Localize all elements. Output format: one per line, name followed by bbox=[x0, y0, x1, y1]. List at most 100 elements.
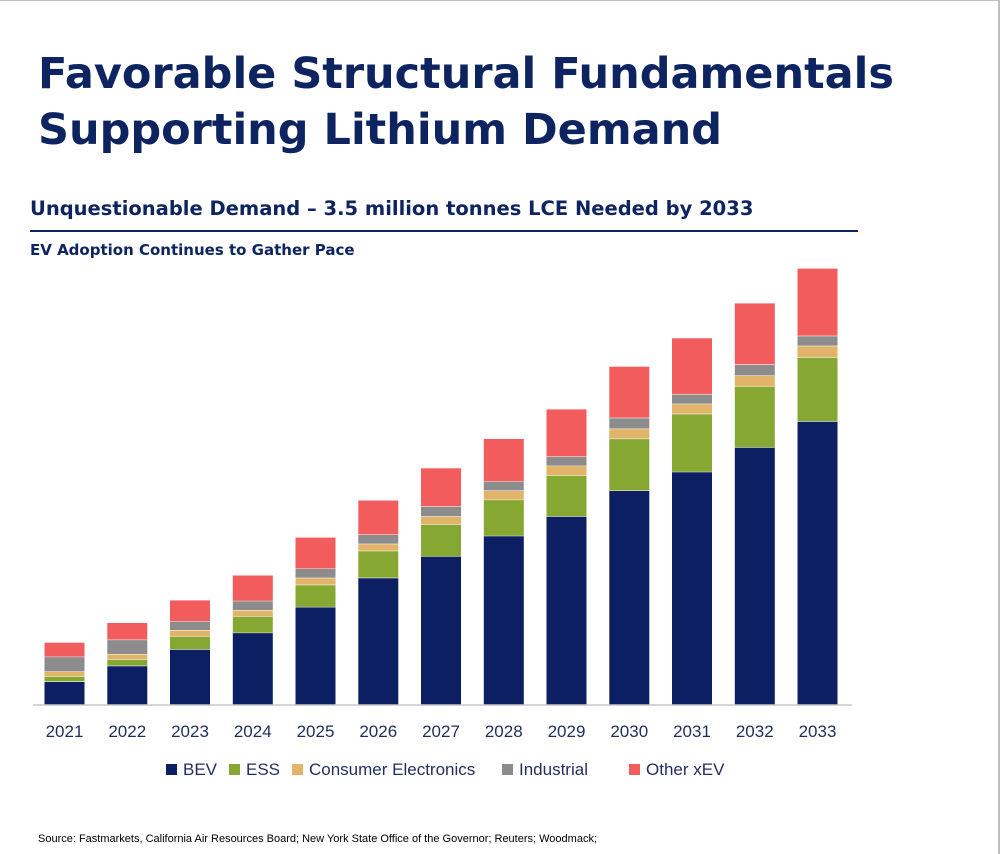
bar-2026-consumer-electronics bbox=[358, 543, 399, 551]
x-tick-label-2030: 2030 bbox=[610, 722, 648, 741]
bar-2023-other-xev bbox=[170, 600, 210, 622]
legend-label-other-xev: Other xEV bbox=[646, 760, 725, 779]
bar-2024-bev bbox=[232, 632, 273, 705]
bar-2026-industrial bbox=[358, 534, 399, 544]
subtitle-underline bbox=[30, 230, 858, 232]
legend-swatch-industrial bbox=[502, 764, 513, 775]
bar-2030-industrial bbox=[609, 417, 650, 429]
bar-2025-other-xev bbox=[295, 537, 336, 569]
bar-2033-bev bbox=[797, 421, 838, 705]
bar-2031-other-xev bbox=[672, 338, 712, 395]
x-tick-labels: 2021 2022 2023 2024 2025 2026 2027 2028 2029 2030… bbox=[46, 722, 837, 741]
bars-group bbox=[44, 268, 838, 705]
bar-2023-ess bbox=[170, 636, 210, 650]
bar-2029-bev bbox=[546, 516, 587, 705]
bar-2021-other-xev bbox=[44, 642, 85, 657]
x-tick-label-2027: 2027 bbox=[422, 722, 460, 741]
x-tick-label-2022: 2022 bbox=[108, 722, 146, 741]
chart-subheading: EV Adoption Continues to Gather Pace bbox=[30, 241, 355, 259]
legend: BEV ESS Consumer Electronics Industrial Othe… bbox=[166, 760, 725, 779]
legend-label-ess: ESS bbox=[246, 760, 280, 779]
bar-2025-ess bbox=[295, 584, 336, 607]
bar-2023-industrial bbox=[170, 621, 210, 630]
bar-2030-other-xev bbox=[609, 366, 650, 418]
legend-swatch-ess bbox=[229, 764, 240, 775]
bar-2027-consumer-electronics bbox=[421, 516, 461, 524]
x-tick-label-2028: 2028 bbox=[485, 722, 523, 741]
top-border bbox=[0, 0, 1000, 1]
bar-2022-industrial bbox=[107, 639, 148, 654]
bar-2032-bev bbox=[734, 447, 775, 705]
bar-2032-industrial bbox=[734, 364, 775, 376]
bar-2030-bev bbox=[609, 490, 650, 705]
legend-swatch-bev bbox=[166, 764, 177, 775]
legend-swatch-other-xev bbox=[629, 764, 640, 775]
bar-2024-ess bbox=[232, 616, 273, 633]
bar-2033-ess bbox=[797, 357, 838, 422]
bar-2027-bev bbox=[421, 556, 461, 705]
bar-2028-industrial bbox=[483, 481, 524, 491]
right-border bbox=[998, 0, 1000, 854]
bar-2028-consumer-electronics bbox=[483, 490, 524, 500]
bar-2028-ess bbox=[483, 499, 524, 536]
legend-label-consumer-electronics: Consumer Electronics bbox=[309, 760, 475, 779]
bar-2025-industrial bbox=[295, 568, 336, 578]
x-tick-label-2029: 2029 bbox=[548, 722, 586, 741]
bar-2021-bev bbox=[44, 681, 85, 705]
bar-2033-other-xev bbox=[797, 268, 838, 336]
bar-2030-consumer-electronics bbox=[609, 428, 650, 439]
x-tick-label-2021: 2021 bbox=[46, 722, 84, 741]
bar-2022-ess bbox=[107, 659, 148, 666]
bar-2026-bev bbox=[358, 577, 399, 705]
bar-2022-consumer-electronics bbox=[107, 654, 148, 660]
x-tick-label-2025: 2025 bbox=[297, 722, 335, 741]
x-tick-label-2031: 2031 bbox=[673, 722, 711, 741]
bar-2028-other-xev bbox=[483, 439, 524, 482]
bar-2022-bev bbox=[107, 665, 148, 705]
bar-2029-industrial bbox=[546, 456, 587, 466]
legend-swatch-consumer-electronics bbox=[292, 764, 303, 775]
bar-2032-other-xev bbox=[734, 303, 775, 365]
x-tick-label-2024: 2024 bbox=[234, 722, 272, 741]
bar-2029-consumer-electronics bbox=[546, 465, 587, 476]
bar-2025-consumer-electronics bbox=[295, 577, 336, 585]
bar-2032-ess bbox=[734, 386, 775, 448]
bar-2033-consumer-electronics bbox=[797, 345, 838, 357]
bar-2028-bev bbox=[483, 535, 524, 705]
source-note: Source: Fastmarkets, California Air Reso… bbox=[38, 833, 598, 845]
bar-2024-other-xev bbox=[232, 575, 273, 601]
bar-2031-ess bbox=[672, 413, 712, 472]
bar-2027-industrial bbox=[421, 506, 461, 517]
bar-2024-consumer-electronics bbox=[232, 610, 273, 617]
x-tick-label-2032: 2032 bbox=[736, 722, 774, 741]
stacked-bar-chart: 2021 2022 2023 2024 2025 2026 2027 2028 2029 2030… bbox=[33, 268, 852, 779]
bar-2022-other-xev bbox=[107, 623, 148, 640]
x-tick-label-2026: 2026 bbox=[359, 722, 397, 741]
bar-2024-industrial bbox=[232, 600, 273, 610]
bar-2031-bev bbox=[672, 471, 712, 705]
x-tick-label-2033: 2033 bbox=[799, 722, 837, 741]
page-title-line-1: Favorable Structural Fundamentals bbox=[38, 49, 894, 99]
bar-2027-ess bbox=[421, 524, 461, 557]
bar-2021-consumer-electronics bbox=[44, 671, 85, 677]
bar-2026-ess bbox=[358, 550, 399, 578]
bar-2031-consumer-electronics bbox=[672, 403, 712, 414]
bar-2023-consumer-electronics bbox=[170, 630, 210, 637]
bar-2027-other-xev bbox=[421, 468, 461, 507]
x-tick-label-2023: 2023 bbox=[171, 722, 209, 741]
section-subtitle: Unquestionable Demand – 3.5 million tonn… bbox=[30, 197, 754, 220]
legend-label-bev: BEV bbox=[183, 760, 218, 779]
bar-2029-other-xev bbox=[546, 409, 587, 457]
bar-2021-industrial bbox=[44, 656, 85, 672]
bar-2025-bev bbox=[295, 606, 336, 705]
bar-2023-bev bbox=[170, 649, 210, 705]
bar-2026-other-xev bbox=[358, 500, 399, 535]
bar-2033-industrial bbox=[797, 335, 838, 346]
bar-2029-ess bbox=[546, 475, 587, 517]
bar-2030-ess bbox=[609, 438, 650, 491]
page-title-line-2: Supporting Lithium Demand bbox=[38, 105, 723, 155]
bar-2031-industrial bbox=[672, 394, 712, 404]
legend-label-industrial: Industrial bbox=[519, 760, 588, 779]
bar-2021-ess bbox=[44, 676, 85, 682]
bar-2032-consumer-electronics bbox=[734, 375, 775, 387]
